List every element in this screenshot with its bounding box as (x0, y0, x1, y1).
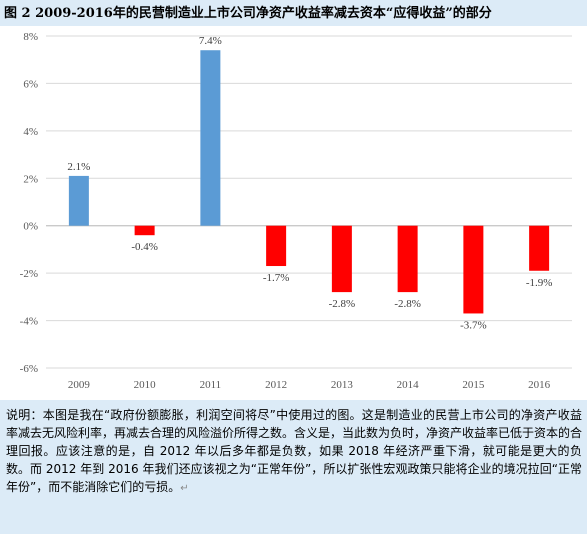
bar-2012 (266, 225, 287, 267)
data-label: -3.7% (460, 319, 487, 331)
y-tick-label: 4% (23, 126, 38, 138)
bar-2009 (68, 175, 89, 226)
x-tick-label: 2015 (462, 379, 485, 391)
bar-2016 (529, 225, 550, 271)
y-tick-label: 2% (23, 173, 38, 185)
x-tick-label: 2013 (331, 379, 354, 391)
x-tick-label: 2011 (200, 379, 222, 391)
note-text: 说明：本图是我在“政府份额膨胀，利润空间将尽”中使用过的图。这是制造业的民营上市… (6, 408, 583, 494)
y-tick-label: 0% (23, 221, 38, 233)
data-label: 7.4% (199, 35, 222, 47)
x-tick-label: 2010 (134, 379, 157, 391)
bar-2011 (200, 50, 221, 226)
x-tick-label: 2012 (265, 379, 287, 391)
y-tick-label: -6% (20, 363, 38, 375)
figure-note: 说明：本图是我在“政府份额膨胀，利润空间将尽”中使用过的图。这是制造业的民营上市… (6, 406, 582, 498)
bar-2013 (331, 225, 352, 293)
data-label: -0.4% (131, 241, 158, 253)
data-label: -2.8% (329, 298, 356, 310)
figure-title: 图 2 2009-2016年的民营制造业上市公司净资产收益率减去资本“应得收益”… (4, 6, 492, 21)
paragraph-mark-icon: ↵ (180, 483, 189, 494)
y-tick-label: -4% (20, 316, 38, 328)
x-tick-label: 2009 (68, 379, 91, 391)
x-tick-label: 2014 (397, 379, 420, 391)
data-label: -1.7% (263, 272, 290, 284)
bar-2010 (134, 225, 155, 236)
chart-area: 8% 6% 4% 2% 0% -2% -4% -6% 2.1% 2009 -0.4% 2010 7.4%… (0, 26, 587, 400)
bar-2015 (463, 225, 484, 314)
x-tick-label: 2016 (528, 379, 551, 391)
y-tick-label: 8% (23, 31, 38, 43)
data-label: -2.8% (394, 298, 421, 310)
data-label: 2.1% (67, 161, 90, 173)
bar-chart: 8% 6% 4% 2% 0% -2% -4% -6% 2.1% 2009 -0.4% 2010 7.4%… (20, 31, 572, 391)
y-tick-label: 6% (23, 78, 38, 90)
y-tick-label: -2% (20, 268, 38, 280)
bar-2014 (397, 225, 418, 293)
data-label: -1.9% (526, 277, 553, 289)
